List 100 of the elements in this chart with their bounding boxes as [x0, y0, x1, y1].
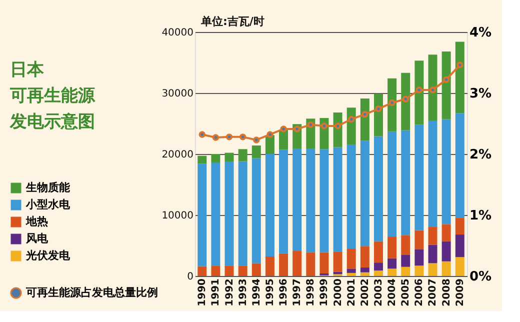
- x-tick-label: 1995: [264, 278, 276, 306]
- point: [307, 121, 314, 128]
- legend-label: 地热: [25, 215, 48, 228]
- legend-label: 小型水电: [25, 198, 71, 211]
- bar: [388, 236, 397, 258]
- bar: [455, 218, 464, 235]
- point: [212, 134, 220, 141]
- bar: [388, 78, 397, 132]
- bar: [414, 249, 424, 266]
- bar: [374, 136, 383, 242]
- bar: [414, 60, 424, 125]
- point: [266, 131, 274, 138]
- text: 日本: [10, 60, 45, 80]
- bar: [401, 254, 410, 267]
- bar: [360, 140, 370, 246]
- bar: [388, 258, 397, 269]
- point: [348, 116, 355, 123]
- bar: [252, 158, 261, 264]
- x-tick-label: 2004: [387, 278, 398, 306]
- x-tick-label: 2003: [373, 278, 384, 306]
- legend-label: 可再生能源占发电总量比例: [25, 286, 158, 299]
- legend-label: 风电: [25, 232, 49, 245]
- bar: [306, 148, 316, 252]
- y-tick-label: 20000: [162, 150, 194, 160]
- point: [280, 126, 287, 132]
- bar: [374, 241, 383, 263]
- bar: [346, 268, 356, 273]
- point: [294, 126, 300, 132]
- y-tick-label: 10000: [162, 210, 194, 222]
- point: [456, 62, 464, 68]
- bar: [320, 252, 329, 274]
- bar: [211, 266, 220, 276]
- x-tick-label: 2000: [332, 278, 344, 306]
- bar: [265, 154, 274, 256]
- bar: [442, 261, 451, 276]
- bar: [374, 270, 383, 276]
- bar: [333, 272, 342, 274]
- point: [320, 122, 328, 130]
- bar: [414, 266, 424, 276]
- point: [402, 96, 409, 102]
- bar: [238, 266, 248, 276]
- bar: [224, 152, 234, 162]
- bar: [360, 272, 370, 276]
- y-tick-label: 30000: [162, 88, 194, 100]
- x-tick-label: 1999: [319, 278, 330, 306]
- bar: [224, 266, 234, 276]
- bar: [455, 113, 464, 218]
- x-tick-label: 1997: [292, 278, 304, 306]
- bar: [414, 230, 424, 250]
- bar: [224, 162, 234, 266]
- bar: [306, 252, 316, 276]
- bar: [198, 266, 207, 276]
- x-tick-label: 2001: [346, 278, 358, 306]
- point: [198, 131, 206, 138]
- bar: [238, 149, 248, 162]
- bar: [238, 161, 248, 266]
- x-tick-label: 1998: [306, 278, 317, 306]
- bar: [292, 148, 302, 251]
- bar: [442, 52, 451, 120]
- bar: [320, 149, 329, 252]
- legend-label: 生物质能: [25, 181, 71, 194]
- y2-tick-label: 3%: [470, 86, 492, 102]
- text: 单位:吉瓦/时: [200, 15, 264, 28]
- point: [226, 134, 233, 140]
- bar: [428, 263, 438, 276]
- point: [334, 122, 342, 130]
- bar: [442, 119, 451, 224]
- bar: [265, 135, 274, 154]
- x-tick-label: 2006: [414, 278, 426, 306]
- bar: [442, 241, 451, 262]
- y-tick-label: 0: [187, 272, 194, 282]
- bar: [265, 256, 274, 276]
- bar: [428, 244, 438, 264]
- bar: [333, 147, 342, 252]
- bar: [401, 72, 410, 130]
- bar: [401, 266, 410, 276]
- y2-tick-label: 2%: [470, 148, 492, 162]
- y2-tick-label: 4%: [470, 26, 492, 40]
- x-tick-label: 2008: [441, 278, 452, 306]
- x-tick-label: 1994: [251, 278, 262, 306]
- x-tick-label: 1996: [278, 278, 290, 306]
- bar: [401, 235, 410, 255]
- bar: [252, 263, 261, 276]
- point: [253, 136, 260, 144]
- bar: [455, 257, 464, 276]
- bar: [374, 262, 383, 271]
- x-tick-label: 2002: [360, 278, 371, 306]
- bar: [211, 162, 220, 266]
- bar: [346, 144, 356, 249]
- bar: [360, 267, 370, 272]
- bar: [428, 226, 438, 245]
- x-tick-label: 2007: [428, 278, 439, 306]
- x-tick-label: 1991: [210, 278, 222, 306]
- bar: [346, 248, 356, 269]
- bar: [428, 54, 438, 120]
- x-tick-label: 1992: [224, 278, 236, 306]
- bar: [279, 150, 288, 254]
- bar: [414, 124, 424, 230]
- x-tick-label: 2009: [454, 278, 466, 306]
- x-tick-label: 1990: [197, 278, 208, 306]
